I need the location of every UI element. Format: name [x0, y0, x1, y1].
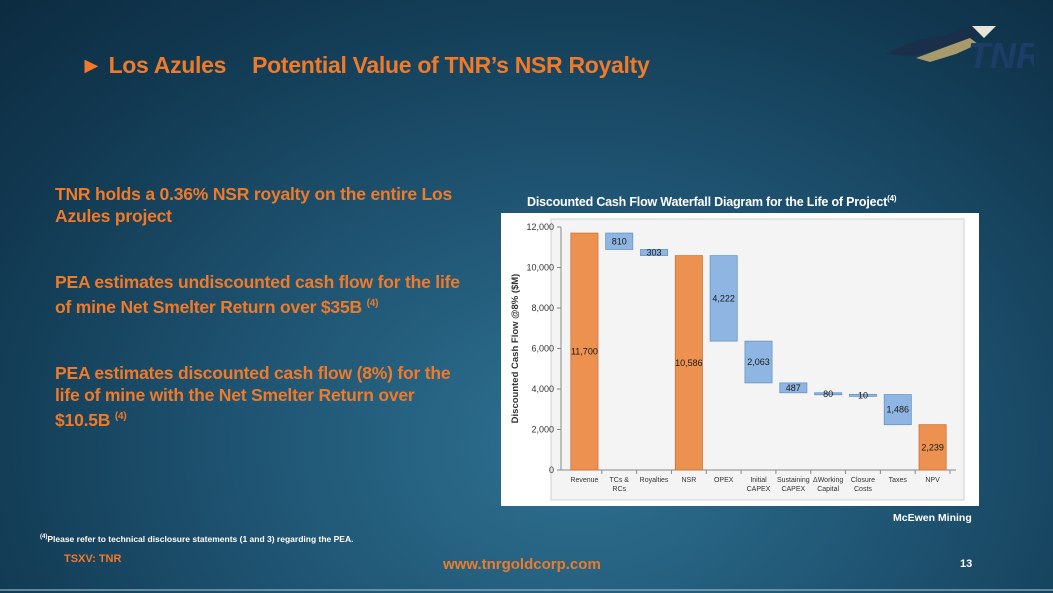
x-tick-label: OPEX	[714, 477, 734, 484]
waterfall-bar	[848, 393, 877, 397]
x-tick-label: Royalties	[640, 477, 669, 484]
title-project-name: Los Azules	[108, 52, 227, 78]
chart-panel: 0 2,000 4,000 6,000 8,000 10,000 12,000 Discoun…	[501, 213, 979, 506]
bullet-item: PEA estimates undiscounted cash flow for…	[55, 272, 460, 317]
website-link[interactable]: www.tnrgoldcorp.com	[443, 556, 601, 573]
x-tick-label: TCs &	[610, 477, 630, 484]
chart-source: McEwen Mining	[893, 512, 972, 524]
bar-data-label: 10,586	[675, 358, 703, 368]
bar-data-label: 487	[786, 383, 801, 393]
title-subject: Potential Value of TNR’s NSR Royalty	[252, 52, 650, 78]
tnr-logo: TNR	[886, 26, 1034, 70]
y-tick-label: 10,000	[526, 263, 554, 273]
x-tick-label: CAPEX	[781, 486, 805, 493]
bar-data-label: 2,063	[747, 357, 770, 367]
waterfall-bar	[779, 382, 808, 394]
bar-data-label: 4,222	[712, 293, 735, 303]
y-tick-label: 4,000	[531, 384, 554, 394]
x-tick-label: ΔWorking	[813, 477, 843, 484]
x-tick-label: NSR	[681, 477, 696, 484]
y-tick-label: 0	[549, 465, 554, 475]
waterfall-bar	[674, 255, 703, 471]
waterfall-bar	[744, 340, 773, 384]
waterfall-bar	[883, 394, 912, 426]
y-axis-label: Discounted Cash Flow @8% ($M)	[510, 274, 521, 424]
x-tick-label: CAPEX	[747, 486, 771, 493]
x-tick-label: RCs	[612, 486, 626, 493]
x-tick-label: Capital	[817, 486, 839, 493]
waterfall-bar	[814, 392, 843, 396]
chart-title: Discounted Cash Flow Waterfall Diagram f…	[527, 194, 897, 210]
x-tick-label: Costs	[854, 486, 872, 493]
x-tick-label: Initial	[750, 477, 767, 484]
bar-data-label: 10	[858, 390, 868, 400]
waterfall-chart: 0 2,000 4,000 6,000 8,000 10,000 12,000 Discoun…	[510, 218, 965, 501]
bullet-item: TNR holds a 0.36% NSR royalty on the ent…	[55, 184, 453, 226]
waterfall-bar	[605, 232, 634, 250]
footnote: (4)Please refer to technical disclosure …	[40, 534, 354, 544]
x-tick-label: Taxes	[889, 477, 908, 484]
bar-data-label: 2,239	[921, 442, 944, 452]
page-number: 13	[960, 558, 973, 570]
y-tick-label: 12,000	[526, 222, 554, 232]
x-tick-label: Revenue	[570, 477, 598, 484]
bullet-list: TNR holds a 0.36% NSR royalty on the ent…	[55, 183, 465, 475]
y-tick-label: 6,000	[531, 344, 554, 354]
waterfall-bar	[918, 424, 947, 471]
ticker-symbol: TSXV: TNR	[64, 553, 122, 565]
bar-data-label: 1,486	[887, 405, 910, 415]
x-tick-label: Closure	[851, 477, 875, 484]
bullet-item: PEA estimates discounted cash flow (8%) …	[55, 362, 451, 430]
footer-divider	[0, 589, 1053, 591]
bar-data-label: 810	[612, 236, 627, 246]
y-tick-label: 2,000	[531, 425, 554, 435]
waterfall-bar	[570, 232, 599, 471]
x-tick-label: NPV	[925, 477, 940, 484]
slide-title: ► Los Azules Potential Value of TNR’s NSR…	[80, 52, 650, 79]
title-arrow-icon: ►	[80, 52, 103, 78]
x-tick-label: Sustaining	[777, 477, 810, 484]
bar-data-label: 303	[647, 248, 662, 258]
bar-data-label: 11,700	[571, 347, 598, 357]
logo-text: TNR	[968, 35, 1034, 70]
waterfall-bar	[640, 249, 669, 257]
y-tick-label: 8,000	[531, 303, 554, 313]
bar-data-label: 80	[823, 389, 833, 399]
waterfall-bar	[709, 255, 738, 342]
